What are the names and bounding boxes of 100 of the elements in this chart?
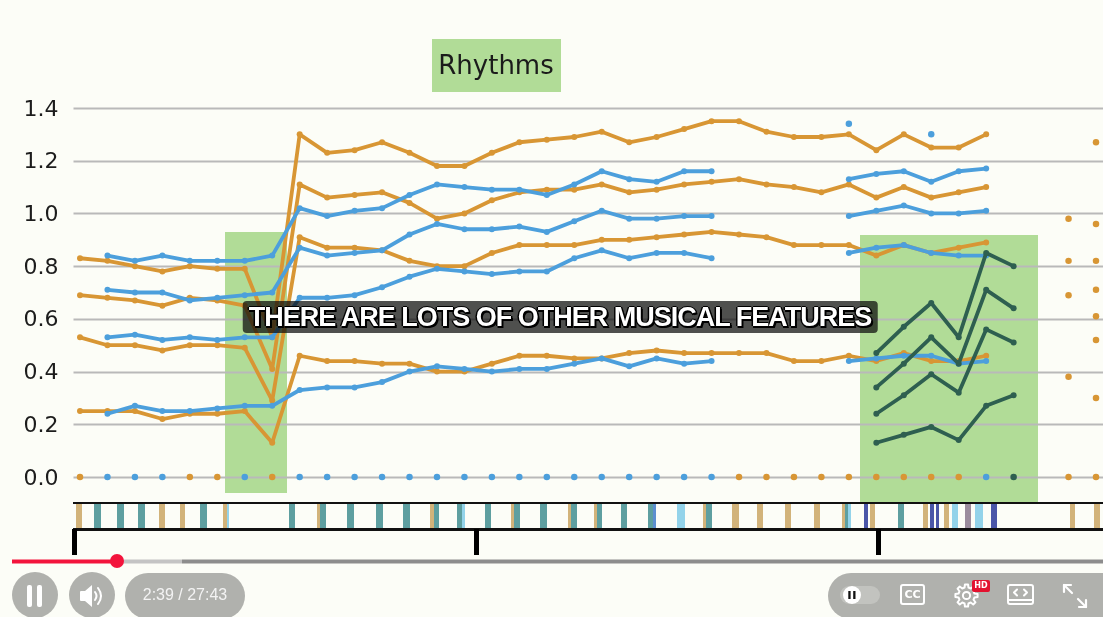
point	[1092, 257, 1100, 265]
point	[296, 352, 303, 359]
point	[159, 336, 166, 343]
point	[873, 439, 880, 446]
point	[488, 368, 495, 375]
point	[708, 358, 715, 365]
y-tick-label: 0.2	[23, 411, 59, 437]
point	[1010, 263, 1017, 270]
point	[626, 255, 633, 262]
point	[131, 331, 138, 338]
point	[681, 350, 688, 357]
point	[983, 239, 990, 246]
point	[845, 181, 852, 188]
point	[955, 437, 962, 444]
point	[1092, 139, 1100, 146]
point	[928, 473, 935, 481]
point	[543, 242, 550, 249]
point	[955, 210, 962, 217]
point	[983, 326, 990, 333]
point	[873, 252, 880, 259]
point	[324, 358, 331, 365]
point	[406, 273, 413, 280]
point	[653, 186, 660, 193]
point	[681, 168, 688, 175]
point	[516, 473, 523, 481]
point	[159, 268, 166, 275]
point	[571, 181, 578, 188]
point	[406, 191, 413, 198]
point	[571, 360, 578, 367]
point	[214, 257, 221, 264]
point	[324, 252, 331, 259]
point	[1010, 339, 1017, 346]
point	[708, 213, 715, 220]
point	[1065, 473, 1072, 481]
point	[708, 473, 715, 481]
point	[214, 336, 221, 343]
point	[928, 352, 935, 359]
point	[763, 181, 770, 188]
point	[928, 131, 935, 138]
point	[790, 473, 798, 481]
point	[351, 292, 358, 299]
point	[77, 292, 83, 299]
point	[653, 234, 660, 241]
point	[214, 342, 221, 349]
point	[845, 249, 852, 256]
point	[214, 405, 221, 412]
point	[379, 205, 386, 212]
point	[324, 149, 331, 156]
point	[433, 220, 440, 227]
point	[1065, 257, 1072, 265]
point	[1092, 473, 1100, 481]
point	[131, 289, 138, 296]
point	[296, 473, 303, 481]
point	[324, 244, 331, 251]
point	[818, 473, 825, 481]
point	[571, 242, 578, 249]
point	[488, 249, 495, 256]
point	[681, 126, 688, 133]
point	[131, 257, 138, 264]
point	[324, 194, 331, 201]
point	[186, 257, 193, 264]
point	[461, 184, 468, 191]
point	[681, 213, 688, 220]
point	[763, 350, 770, 357]
point	[77, 408, 83, 415]
point	[983, 402, 990, 409]
point	[873, 384, 880, 391]
point	[735, 473, 743, 481]
point	[900, 473, 908, 481]
point	[626, 236, 633, 243]
captions-icon: CC	[900, 584, 925, 605]
point	[598, 181, 605, 188]
point	[406, 149, 413, 156]
point	[818, 189, 825, 196]
point	[763, 234, 770, 241]
point	[955, 252, 962, 259]
point	[269, 252, 276, 259]
point	[516, 139, 523, 146]
hd-badge: HD	[972, 580, 990, 592]
point	[543, 136, 550, 143]
point	[186, 473, 194, 481]
point	[983, 358, 990, 365]
point	[269, 397, 276, 404]
point	[76, 473, 84, 481]
point	[873, 473, 880, 481]
point	[214, 473, 221, 481]
point	[159, 347, 166, 354]
point	[488, 197, 495, 204]
point	[790, 358, 797, 365]
point	[488, 360, 495, 367]
point	[461, 268, 468, 275]
point	[1092, 336, 1100, 344]
point	[873, 350, 880, 357]
point	[1065, 373, 1072, 381]
point	[928, 334, 935, 341]
point	[763, 473, 770, 481]
point	[598, 128, 605, 135]
point	[571, 186, 578, 193]
point	[379, 189, 386, 196]
point	[681, 249, 688, 256]
